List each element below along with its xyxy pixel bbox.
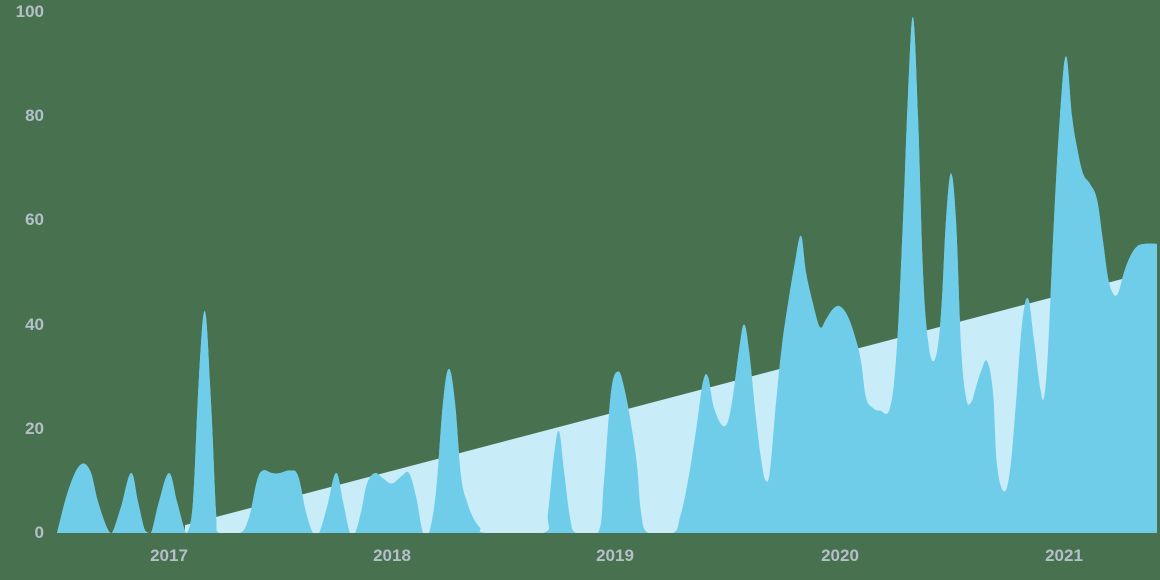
y-tick-label: 60 xyxy=(25,210,44,230)
x-tick-label: 2019 xyxy=(596,546,634,565)
y-tick-label: 0 xyxy=(34,523,44,542)
y-tick-label: 80 xyxy=(25,106,44,126)
y-tick-label: 100 xyxy=(15,2,44,21)
x-tick-label: 2017 xyxy=(150,546,188,565)
x-tick-label: 2018 xyxy=(373,546,411,565)
x-tick-label: 2021 xyxy=(1045,546,1083,565)
y-tick-label: 40 xyxy=(25,314,44,334)
series-area-overlay xyxy=(57,16,1157,534)
x-tick-label: 2020 xyxy=(821,546,859,565)
y-tick-label: 20 xyxy=(25,418,44,438)
